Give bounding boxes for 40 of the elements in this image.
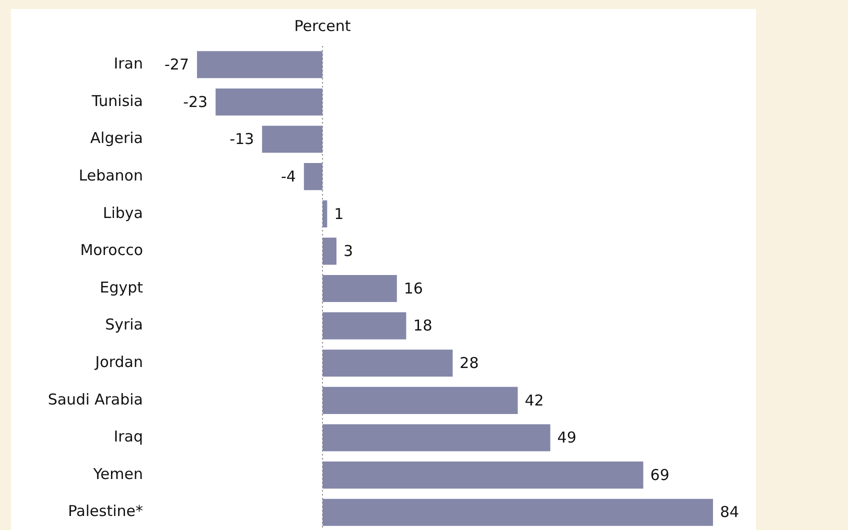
- data-label: 49: [557, 428, 576, 447]
- y-tick-label: Saudi Arabia: [48, 390, 143, 408]
- bar: [322, 386, 518, 414]
- y-tick-label: Palestine*: [68, 502, 144, 520]
- bar: [322, 274, 397, 302]
- bar: [322, 312, 406, 340]
- bar: [304, 163, 323, 190]
- y-tick-label: Algeria: [90, 129, 143, 148]
- y-tick-label: Tunisia: [90, 92, 143, 110]
- data-label: 84: [720, 503, 740, 522]
- data-label: 69: [650, 466, 670, 484]
- bar: [322, 498, 713, 526]
- bar: [262, 126, 323, 153]
- y-tick-label: Lebanon: [78, 166, 143, 184]
- bar: [216, 88, 323, 116]
- y-tick-label: Morocco: [80, 241, 143, 260]
- y-tick-label: Egypt: [100, 278, 144, 296]
- y-tick-label: Jordan: [94, 353, 143, 372]
- bar: [322, 238, 336, 265]
- bar: [322, 462, 644, 489]
- data-label: 18: [413, 316, 432, 335]
- data-label: -23: [183, 92, 208, 111]
- bar: [322, 424, 550, 452]
- bar: [322, 350, 453, 377]
- data-label: 42: [524, 391, 544, 410]
- y-tick-label: Yemen: [92, 464, 143, 483]
- data-label: -13: [230, 130, 254, 148]
- y-tick-label: Libya: [102, 204, 143, 222]
- data-label: 16: [404, 279, 423, 298]
- y-tick-label: Syria: [105, 316, 143, 334]
- data-label: 28: [460, 354, 479, 372]
- y-tick-label: Iran: [114, 54, 143, 73]
- bar: [322, 200, 328, 228]
- bar: [197, 51, 323, 78]
- x-axis-title: Percent: [294, 16, 351, 35]
- y-tick-label: Iraq: [114, 428, 143, 446]
- data-label: 3: [343, 242, 354, 260]
- data-label: -4: [280, 167, 296, 186]
- data-label: 1: [334, 204, 344, 223]
- data-label: -27: [164, 56, 189, 74]
